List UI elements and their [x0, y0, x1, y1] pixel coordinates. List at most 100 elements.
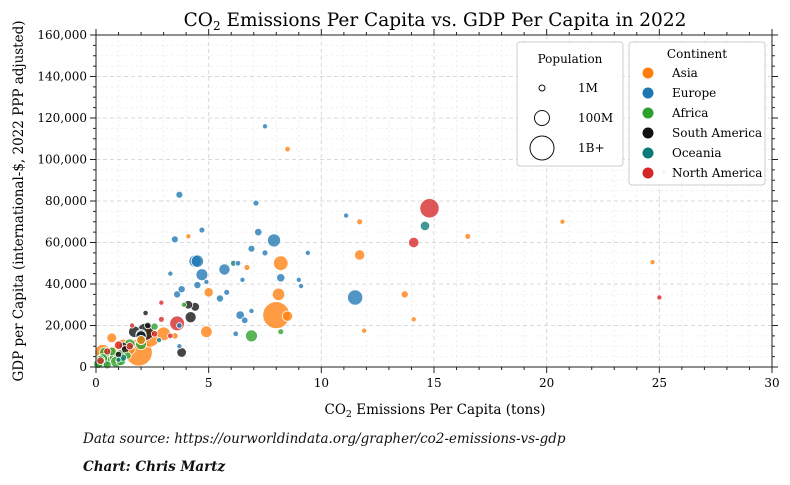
chart-credit: Chart: Chris Martz	[83, 459, 226, 475]
data-source-caption: Data source: https://ourworldindata.org/…	[83, 431, 566, 447]
data-point	[156, 337, 163, 344]
continent-legend-label: Africa	[671, 106, 708, 120]
continent-legend: Continent Asia Europe Africa South America Oc…	[628, 41, 766, 186]
data-point	[176, 343, 183, 350]
data-point	[167, 270, 174, 277]
data-point	[276, 273, 286, 283]
data-point	[103, 347, 112, 356]
chart-title: CO2 Emissions Per Capita vs. GDP Per Cap…	[184, 10, 687, 33]
population-legend: Population 1M 100M 1B+	[516, 41, 624, 167]
data-point	[252, 199, 260, 207]
y-tick-label: 160,000	[37, 28, 87, 42]
data-point	[200, 325, 213, 338]
data-point	[176, 322, 183, 329]
data-point	[277, 328, 285, 336]
data-point	[361, 327, 368, 334]
continent-legend-marker	[642, 167, 654, 179]
data-point	[304, 249, 311, 256]
data-point	[245, 329, 258, 343]
x-tick-label: 5	[205, 376, 213, 390]
continent-legend-label: North America	[672, 166, 762, 180]
data-point	[180, 301, 187, 308]
data-point	[193, 281, 202, 290]
continent-legend-label: Europe	[672, 86, 716, 100]
data-point	[96, 356, 105, 365]
x-tick-label: 10	[314, 376, 329, 390]
data-point	[142, 309, 149, 317]
population-legend-label: 1B+	[578, 141, 605, 155]
data-point	[106, 332, 118, 344]
data-point	[419, 198, 440, 219]
population-legend-marker	[529, 135, 555, 161]
data-point	[347, 289, 364, 306]
continent-legend-marker	[642, 127, 654, 139]
continent-legend-label: Asia	[671, 66, 698, 80]
data-point	[284, 145, 291, 153]
data-point	[190, 254, 204, 268]
data-point	[273, 255, 289, 271]
data-point	[649, 259, 656, 266]
data-point	[232, 330, 239, 338]
data-point	[247, 244, 256, 253]
x-axis-label: CO2 Emissions Per Capita (tons)	[325, 402, 546, 420]
y-tick-label: 80,000	[45, 194, 87, 208]
data-point	[129, 322, 136, 329]
continent-legend-frame	[628, 41, 766, 186]
data-point	[215, 294, 224, 303]
data-point	[150, 330, 159, 338]
data-point	[158, 299, 165, 306]
data-point	[419, 220, 431, 232]
data-point	[400, 290, 409, 299]
data-point	[203, 287, 214, 298]
data-point	[150, 322, 159, 331]
x-tick-label: 0	[92, 376, 100, 390]
data-point	[170, 235, 179, 244]
x-tick-label: 15	[426, 376, 441, 390]
data-point	[198, 226, 206, 234]
data-point	[235, 310, 245, 320]
data-point	[175, 190, 184, 199]
data-point	[656, 294, 663, 301]
y-axis-label: GDP per Capita (international-$, 2022 PP…	[11, 20, 27, 381]
data-point	[295, 276, 302, 283]
data-point	[243, 264, 251, 271]
continent-legend-title: Continent	[667, 47, 727, 61]
data-point	[195, 268, 209, 282]
x-tick-label: 25	[652, 376, 667, 390]
population-legend-marker	[538, 84, 546, 92]
data-point	[167, 332, 174, 340]
data-point	[185, 233, 192, 240]
data-point	[203, 278, 210, 285]
data-point	[176, 347, 187, 358]
x-tick-label: 30	[764, 376, 779, 390]
data-point	[298, 283, 305, 290]
data-point	[261, 123, 268, 130]
y-tick-label: 100,000	[37, 153, 87, 167]
data-point	[241, 316, 249, 324]
data-point	[410, 316, 417, 323]
continent-legend-label: Oceania	[672, 146, 722, 160]
y-tick-label: 40,000	[45, 277, 87, 291]
data-point	[115, 356, 122, 363]
scatter-chart: CO2 Emissions Per Capita vs. GDP Per Cap…	[11, 10, 780, 420]
data-point	[248, 307, 255, 314]
data-point	[136, 335, 146, 345]
population-legend-title: Population	[538, 52, 603, 66]
axis-ticks: 0 5 10 15 20 25 30 0 20,000 40,000 60,000 80,000 100…	[37, 28, 779, 390]
data-point	[125, 342, 134, 351]
data-point	[271, 287, 286, 302]
y-tick-label: 60,000	[45, 236, 87, 250]
data-point	[239, 276, 246, 283]
population-legend-label: 100M	[578, 111, 613, 125]
continent-legend-marker	[642, 67, 654, 79]
data-point	[144, 321, 152, 330]
data-point	[157, 315, 165, 323]
y-tick-label: 120,000	[37, 111, 87, 125]
continent-legend-marker	[642, 107, 654, 119]
data-point	[281, 310, 294, 322]
data-point	[408, 236, 420, 249]
y-tick-label: 20,000	[45, 319, 87, 333]
population-legend-label: 1M	[578, 81, 598, 95]
population-legend-frame	[516, 41, 624, 167]
continent-legend-marker	[642, 147, 654, 159]
